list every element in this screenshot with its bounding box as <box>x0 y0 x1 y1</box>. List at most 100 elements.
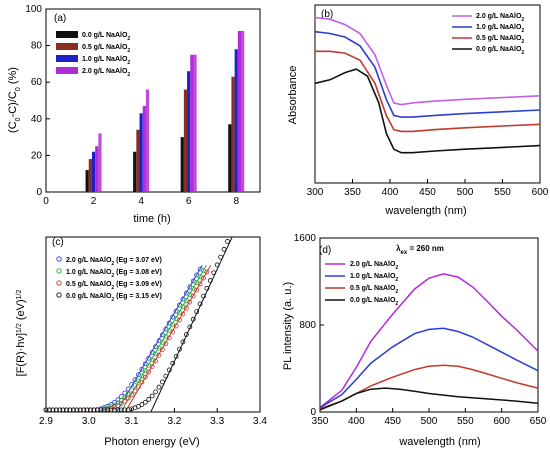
bar <box>91 151 96 192</box>
panel-a-x-tick-label: 6 <box>186 196 192 207</box>
legend-swatch <box>56 67 78 74</box>
panel-c-label: (c) <box>52 237 64 248</box>
panel-d-x-tick-label: 650 <box>530 416 547 427</box>
data-point <box>139 379 145 385</box>
data-point <box>160 379 165 385</box>
data-point <box>112 402 117 408</box>
legend-label: 1.0 g/L NaAlO2 <box>82 56 130 66</box>
data-point <box>173 323 179 329</box>
panel-a-x-tick-label: 2 <box>91 196 97 207</box>
panel-c-x-frame <box>45 236 261 413</box>
data-point <box>163 341 169 347</box>
legend-label: 2.0 g/L NaAlO2 <box>350 261 398 271</box>
series-line <box>314 68 541 154</box>
data-point <box>70 407 76 413</box>
panel-a-ylabel: (C0-C)/C0 (%) <box>7 67 22 133</box>
data-point <box>153 389 158 395</box>
panel-c-x-tick-label: 3.4 <box>253 416 267 427</box>
bar <box>136 129 140 192</box>
data-point <box>129 392 135 398</box>
data-point <box>115 400 121 406</box>
data-point <box>225 239 230 244</box>
data-point <box>125 407 131 413</box>
data-point <box>156 352 162 358</box>
data-point <box>118 407 124 413</box>
data-point <box>218 254 224 260</box>
panel-c-legend: 2.0 g/L NaAlO2 (Eg = 3.07 eV) 1.0 g/L NaA… <box>56 256 162 303</box>
legend-label: 2.0 g/L NaAlO2 <box>476 13 524 23</box>
panel-a-x-frame <box>45 8 261 193</box>
panel-a-y-tick-label: 20 <box>31 150 43 161</box>
legend-marker <box>56 292 62 298</box>
bar <box>228 124 232 192</box>
legend-label: 0.0 g/L NaAlO2 <box>350 297 398 307</box>
data-point <box>112 407 117 413</box>
data-point <box>214 262 220 268</box>
series-line <box>319 387 539 411</box>
data-point <box>194 309 200 315</box>
panel-a-y-tick-label: 0 <box>36 187 42 198</box>
data-point <box>142 399 148 405</box>
data-point <box>122 407 128 413</box>
bar <box>98 133 102 192</box>
panel-c-x-tick-label: 3.1 <box>125 416 139 427</box>
data-point <box>77 407 83 413</box>
data-point <box>197 281 203 287</box>
bar <box>190 54 194 192</box>
series-line <box>314 16 541 106</box>
bar <box>237 30 242 193</box>
bar <box>85 170 89 192</box>
panel-a-x-tick-label: 8 <box>233 196 239 207</box>
panel-d-x-tick-label: 450 <box>384 416 401 427</box>
bar <box>187 71 191 192</box>
data-point <box>197 301 203 307</box>
panel-d-annotation: λex = 260 nm <box>396 244 444 256</box>
bar <box>88 159 92 192</box>
data-point <box>47 407 52 413</box>
data-point <box>115 407 121 413</box>
data-point <box>81 407 87 413</box>
data-point <box>201 293 206 299</box>
panel-d-x-tick-label: 400 <box>348 416 365 427</box>
data-point <box>190 316 196 322</box>
legend-label: 0.5 g/L NaAlO2 <box>82 44 130 54</box>
data-point <box>88 407 93 413</box>
data-point <box>194 287 200 293</box>
legend-label: 1.0 g/L NaAlO2 <box>476 24 524 34</box>
data-point <box>180 339 186 345</box>
data-point <box>166 335 172 341</box>
legend-label: 0.0 g/L NaAlO2 <box>476 46 524 56</box>
panel-b-x-tick-label: 400 <box>382 187 399 198</box>
panel-a-label: (a) <box>54 13 66 24</box>
legend-label: 1.0 g/L NaAlO2 (Eg = 3.08 eV) <box>66 269 162 279</box>
panel-d-y-tick-label: 800 <box>299 320 316 331</box>
data-point <box>115 397 121 403</box>
panel-a-legend: 0.0 g/L NaAlO2 0.5 g/L NaAlO2 1.0 g/L NaAl… <box>56 31 130 78</box>
data-point <box>136 384 141 390</box>
bar <box>133 151 137 192</box>
bar <box>95 146 99 192</box>
data-point <box>180 311 186 317</box>
panel-c: (c) 2.9 3.0 3.1 3.2 3.3 3.4 2.0 g/L NaAlO2 (E… <box>15 236 267 448</box>
panel-b-x-tick-label: 450 <box>419 187 436 198</box>
panel-d: (d) 350 400 450 500 550 600 650 0 800 1600 2.0 g/… <box>282 233 547 448</box>
data-point <box>177 346 182 352</box>
bar <box>231 76 235 192</box>
legend-label: 0.0 g/L NaAlO2 (Eg = 3.15 eV) <box>66 293 162 303</box>
legend-label: 1.0 g/L NaAlO2 <box>350 273 398 283</box>
panel-b: (b) 300 350 400 450 500 550 600 2.0 g/L NaAlO2… <box>287 4 549 217</box>
panel-c-x-tick-label: 2.9 <box>39 416 53 427</box>
data-point <box>170 360 176 366</box>
data-point <box>177 317 182 323</box>
panel-b-x-tick-label: 350 <box>344 187 361 198</box>
data-point <box>153 358 158 364</box>
data-point <box>146 369 152 375</box>
data-point <box>170 329 176 335</box>
data-point <box>204 285 210 291</box>
bar <box>145 89 150 192</box>
series-line <box>319 273 539 409</box>
data-point <box>108 407 114 413</box>
